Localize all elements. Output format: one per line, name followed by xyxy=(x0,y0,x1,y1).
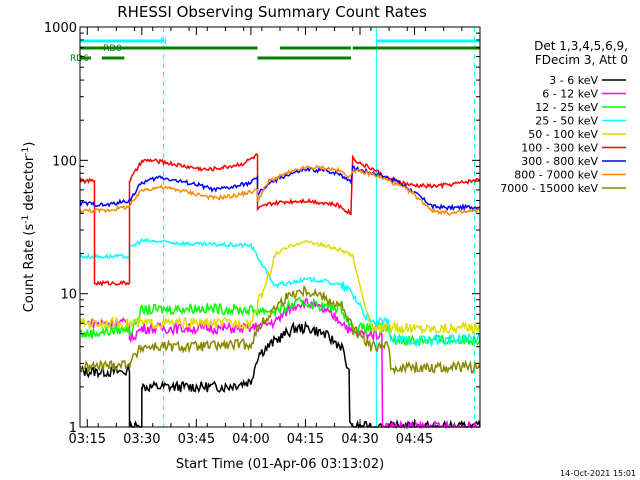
y-tick-label-0: 1 xyxy=(69,421,77,436)
series-line-5 xyxy=(79,153,481,287)
legend-label-4: 50 - 100 keV xyxy=(528,128,598,141)
y-tick-label-1: 10 xyxy=(60,288,77,303)
y-axis-label-sup1: -1 xyxy=(21,215,31,224)
y-tick-label-3: 1000 xyxy=(44,21,77,36)
legend-label-1: 6 - 12 keV xyxy=(542,88,598,101)
y-axis-label-mid: detector xyxy=(22,155,37,215)
y-axis-label: Count Rate (s-1 detector-1) xyxy=(21,142,37,313)
series-line-3 xyxy=(79,237,481,348)
legend-label-2: 12 - 25 keV xyxy=(535,101,598,114)
y-tick-label-2: 100 xyxy=(52,154,77,169)
x-tick-label-2: 03:45 xyxy=(178,432,215,447)
legend-label-6: 300 - 800 keV xyxy=(521,155,598,168)
series-line-0 xyxy=(79,320,481,430)
series-line-2 xyxy=(79,296,481,347)
flag-label-1: RD0 xyxy=(103,44,122,54)
legend-header-1: Det 1,3,4,5,6,9, xyxy=(534,39,628,53)
series-line-1 xyxy=(86,297,480,430)
x-tick-label-1: 03:30 xyxy=(123,432,160,447)
series-line-8 xyxy=(79,284,481,376)
x-axis-label: Start Time (01-Apr-06 03:13:02) xyxy=(176,457,384,472)
y-axis-label-sup2: -1 xyxy=(21,147,31,156)
legend-label-3: 25 - 50 keV xyxy=(535,115,598,128)
legend-label-8: 7000 - 15000 keV xyxy=(500,182,598,195)
y-axis: 1 10 100 1000 xyxy=(44,21,480,436)
x-tick-label-4: 04:15 xyxy=(287,432,324,447)
legend-header-2: FDecim 3, Att 0 xyxy=(535,53,628,67)
y-axis-label-main: Count Rate (s xyxy=(22,224,37,313)
series-line-6 xyxy=(79,165,481,212)
series-line-7 xyxy=(79,164,481,216)
flag-label-0: N xyxy=(160,37,167,47)
y-axis-label-end: ) xyxy=(22,142,37,147)
legend-label-0: 3 - 6 keV xyxy=(549,74,598,87)
series-line-4 xyxy=(79,239,481,336)
legend-label-5: 100 - 300 keV xyxy=(521,142,598,155)
x-axis: 03:15 03:30 03:45 04:00 04:15 04:30 04:45 xyxy=(69,27,481,447)
x-tick-label-6: 04:45 xyxy=(396,432,433,447)
legend-label-7: 800 - 7000 keV xyxy=(514,169,598,182)
chart-title: RHESSI Observing Summary Count Rates xyxy=(117,3,427,21)
x-tick-label-3: 04:00 xyxy=(232,432,269,447)
x-tick-label-5: 04:30 xyxy=(341,432,378,447)
footer-timestamp: 14-Oct-2021 15:01 xyxy=(560,469,636,478)
legend: Det 1,3,4,5,6,9, FDecim 3, Att 0 3 - 6 k… xyxy=(500,39,628,195)
x-tick-label-0: 03:15 xyxy=(69,432,106,447)
